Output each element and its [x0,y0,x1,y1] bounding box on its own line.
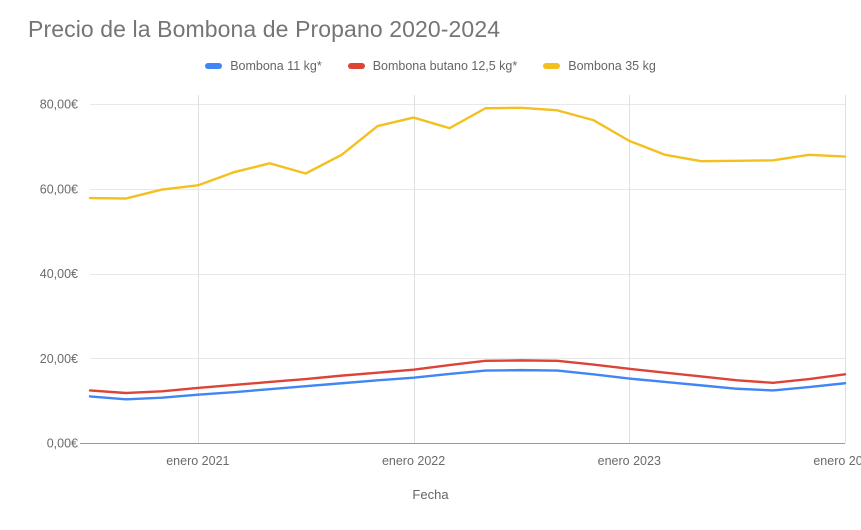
series-line-0 [88,368,847,401]
legend-item-bombona-butano-12-5kg[interactable]: Bombona butano 12,5 kg* [347,59,518,73]
horizontal-gridlines [90,104,845,359]
y-tick-label: 80,00€ [40,98,78,112]
y-tick-label: 20,00€ [40,352,78,366]
series-line-1 [88,359,847,395]
y-tick-label: 60,00€ [40,182,78,196]
legend-label-bombona-35kg: Bombona 35 kg [568,59,656,73]
y-axis-tick-labels: 0,00€ 20,00€ 40,00€ 60,00€ 80,00€ [40,98,78,451]
x-tick-label: enero 2023 [598,454,661,468]
vertical-gridlines [198,95,846,443]
y-tick-label: 0,00€ [47,437,78,451]
series-lines [88,106,847,401]
legend-label-bombona-butano-12-5kg: Bombona butano 12,5 kg* [372,59,518,73]
legend-item-bombona-35kg[interactable]: Bombona 35 kg [543,60,656,73]
legend-swatch-red [347,63,365,70]
legend-item-bombona-11kg[interactable]: Bombona 11 kg* [205,60,322,73]
x-tick-label: enero 2024 [813,454,861,468]
x-axis-title: Fecha [412,487,449,502]
chart-title: Precio de la Bombona de Propano 2020-202… [28,16,501,42]
legend-swatch-blue [205,63,223,70]
x-tick-label: enero 2021 [166,454,229,468]
series-line-2 [88,106,847,200]
legend-label-bombona-11kg: Bombona 11 kg* [230,59,322,73]
x-tick-label: enero 2022 [382,454,445,468]
legend-swatch-yellow [543,63,561,70]
x-axis-tick-labels: enero 2021 enero 2022 enero 2023 enero 2024 [166,454,861,468]
chart-legend: Bombona 11 kg* Bombona butano 12,5 kg* B… [0,60,861,73]
y-tick-label: 40,00€ [40,267,78,281]
